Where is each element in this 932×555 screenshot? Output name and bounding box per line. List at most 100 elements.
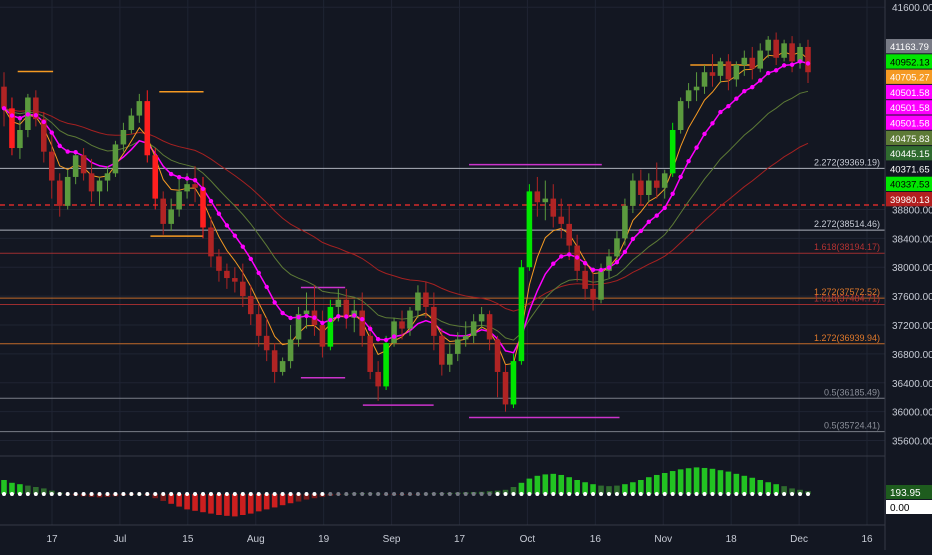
candle-body[interactable] xyxy=(184,184,190,192)
candle-body[interactable] xyxy=(391,321,397,344)
candle-body[interactable] xyxy=(646,180,652,195)
candle-body[interactable] xyxy=(303,310,310,315)
candle-body[interactable] xyxy=(56,180,63,206)
candle-body[interactable] xyxy=(693,86,700,91)
candle-body[interactable] xyxy=(717,61,724,76)
candle-body[interactable] xyxy=(367,335,373,372)
candle-body[interactable] xyxy=(1,86,7,109)
candle-body[interactable] xyxy=(17,130,23,149)
candle-body[interactable] xyxy=(757,50,764,69)
candle-body[interactable] xyxy=(661,173,668,188)
candle-body[interactable] xyxy=(335,299,342,307)
candle-body[interactable] xyxy=(88,173,95,192)
candle-body[interactable] xyxy=(176,191,182,210)
candle-body[interactable] xyxy=(48,151,55,181)
candle-body[interactable] xyxy=(653,180,660,188)
candle-body[interactable] xyxy=(439,335,445,365)
candle-body[interactable] xyxy=(423,292,429,307)
candle-body[interactable] xyxy=(375,371,381,387)
candle-body[interactable] xyxy=(486,314,493,340)
candle-body[interactable] xyxy=(622,205,628,239)
candle-body[interactable] xyxy=(41,119,47,152)
candle-body[interactable] xyxy=(590,288,596,300)
candle-body[interactable] xyxy=(733,65,740,80)
candle-body[interactable] xyxy=(136,101,143,116)
candle-body[interactable] xyxy=(606,256,612,271)
candle-body[interactable] xyxy=(33,97,39,120)
candle-body[interactable] xyxy=(247,296,254,315)
candle-body[interactable] xyxy=(64,176,71,206)
candle-body[interactable] xyxy=(152,155,159,199)
candle-body[interactable] xyxy=(542,198,549,203)
candle-body[interactable] xyxy=(725,61,732,80)
candle-body[interactable] xyxy=(415,292,421,311)
candle-body[interactable] xyxy=(805,46,811,73)
candle-body[interactable] xyxy=(208,227,214,257)
candle-body[interactable] xyxy=(566,223,572,246)
candle-body[interactable] xyxy=(112,144,119,174)
candle-body[interactable] xyxy=(749,57,756,69)
candle-body[interactable] xyxy=(192,184,198,188)
candle-body[interactable] xyxy=(240,281,246,297)
candle-body[interactable] xyxy=(765,39,771,51)
candle-body[interactable] xyxy=(494,339,501,372)
candle-body[interactable] xyxy=(359,310,366,336)
candle-body[interactable] xyxy=(343,299,350,318)
candle-body[interactable] xyxy=(327,306,334,347)
candle-body[interactable] xyxy=(598,270,604,300)
candle-body[interactable] xyxy=(781,43,787,58)
candle-body[interactable] xyxy=(773,39,779,58)
candle-body[interactable] xyxy=(128,115,135,130)
candle-body[interactable] xyxy=(701,72,708,87)
candle-body[interactable] xyxy=(383,343,389,387)
candle-body[interactable] xyxy=(478,314,485,322)
candle-body[interactable] xyxy=(168,209,174,224)
candle-body[interactable] xyxy=(582,270,588,289)
candle-body[interactable] xyxy=(9,108,15,149)
candle-body[interactable] xyxy=(72,155,79,177)
candle-body[interactable] xyxy=(287,339,294,362)
candle-body[interactable] xyxy=(789,43,795,62)
candle-body[interactable] xyxy=(263,335,270,351)
candle-body[interactable] xyxy=(709,72,716,76)
candle-body[interactable] xyxy=(669,130,676,174)
candle-body[interactable] xyxy=(224,270,230,279)
candle-body[interactable] xyxy=(80,155,87,174)
candle-body[interactable] xyxy=(558,216,565,224)
candle-body[interactable] xyxy=(271,350,278,372)
candle-body[interactable] xyxy=(104,173,111,181)
candle-body[interactable] xyxy=(216,256,222,271)
candle-body[interactable] xyxy=(741,57,748,65)
candle-body[interactable] xyxy=(319,325,326,347)
candle-body[interactable] xyxy=(502,371,509,405)
candle-body[interactable] xyxy=(470,321,477,336)
candle-body[interactable] xyxy=(685,90,692,102)
time-axis[interactable]: 17 Jul 15 Aug 19 Sep 17 Oct 16 Nov 18 Dec 16 xyxy=(46,534,873,545)
price-axis[interactable]: 41600.00 38800.00 38400.00 38000.00 37600.00… xyxy=(892,3,932,447)
candle-body[interactable] xyxy=(526,191,533,268)
candle-body[interactable] xyxy=(550,198,557,217)
candle-body[interactable] xyxy=(200,187,206,228)
candle-body[interactable] xyxy=(462,335,469,340)
candle-body[interactable] xyxy=(518,267,525,362)
candle-body[interactable] xyxy=(232,278,238,282)
candle-body[interactable] xyxy=(638,180,644,195)
candle-body[interactable] xyxy=(630,180,636,206)
candle-body[interactable] xyxy=(160,198,166,224)
candle-body[interactable] xyxy=(454,339,461,354)
candle-body[interactable] xyxy=(446,353,453,365)
candle-body[interactable] xyxy=(120,130,127,145)
candle-body[interactable] xyxy=(614,238,620,257)
candle-body[interactable] xyxy=(279,361,286,372)
candle-body[interactable] xyxy=(96,180,103,192)
candle-body[interactable] xyxy=(510,361,517,405)
candle-body[interactable] xyxy=(677,101,684,130)
candle-body[interactable] xyxy=(534,191,541,203)
candle-body[interactable] xyxy=(255,314,262,336)
candle-body[interactable] xyxy=(399,321,405,329)
candles[interactable] xyxy=(1,32,811,412)
candle-body[interactable] xyxy=(407,310,413,329)
candle-body[interactable] xyxy=(144,101,151,156)
